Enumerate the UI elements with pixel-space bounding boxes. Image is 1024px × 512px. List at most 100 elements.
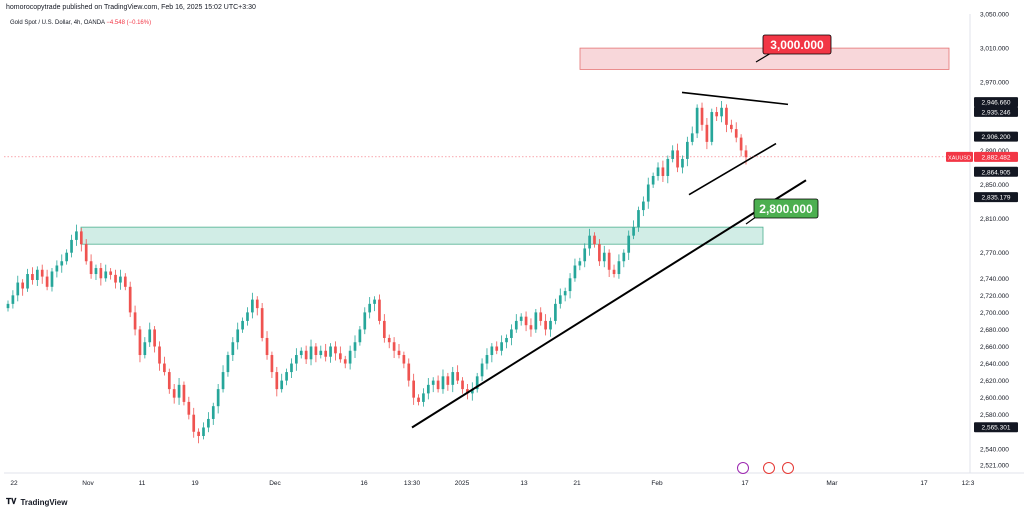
candle-body xyxy=(123,276,127,287)
candle-body xyxy=(720,107,723,117)
support-label-box xyxy=(753,198,819,219)
x-tick-label: Nov xyxy=(82,480,94,487)
x-tick-label: Mar xyxy=(826,480,838,487)
candle-body xyxy=(676,150,679,168)
y-tick-label: 2,540.000 xyxy=(980,446,1009,453)
candle-body xyxy=(197,431,200,437)
candle-body xyxy=(246,312,249,321)
resistance-label-box xyxy=(762,34,832,55)
candle-body xyxy=(16,282,20,296)
candle-body xyxy=(192,414,196,432)
candle-body xyxy=(715,112,719,117)
candle-body xyxy=(514,320,518,330)
candle-body xyxy=(309,346,313,360)
price-tag xyxy=(974,422,1018,433)
candle-body xyxy=(656,167,660,176)
candle-body xyxy=(617,261,621,275)
candle-body xyxy=(6,303,10,309)
candle-body xyxy=(505,337,508,343)
candle-body xyxy=(519,316,523,321)
candle-body xyxy=(45,276,49,287)
candle-body xyxy=(554,303,557,321)
candle-body xyxy=(558,295,562,304)
candle-body xyxy=(26,274,29,289)
candle-body xyxy=(35,269,39,280)
price-tag-label: 2,935.246 xyxy=(982,109,1011,116)
x-tick-label: 16 xyxy=(360,480,368,487)
candle-body xyxy=(172,389,176,398)
candle-body xyxy=(666,158,670,176)
candle-body xyxy=(612,269,616,275)
candle-body xyxy=(402,355,406,364)
y-tick-label: 2,680.000 xyxy=(980,327,1009,334)
candle-body xyxy=(163,363,166,373)
candle-body xyxy=(255,299,259,309)
candle-body xyxy=(319,350,323,356)
candle-body xyxy=(339,353,342,360)
x-tick-label: Feb xyxy=(651,480,663,487)
candle-body xyxy=(99,268,103,279)
resistance-label: 3,000.000 xyxy=(770,38,824,52)
candle-body xyxy=(187,401,191,415)
x-tick-label: 13 xyxy=(520,480,528,487)
current-price-label: 2,882.482 xyxy=(982,154,1011,161)
candle-body xyxy=(241,320,244,330)
candle-body xyxy=(500,342,503,351)
candle-body xyxy=(524,316,528,326)
candle-body xyxy=(475,376,479,390)
brand-label: TradingView xyxy=(20,497,68,507)
news-flag-icon[interactable] xyxy=(763,462,775,474)
candle-body xyxy=(598,244,601,262)
candle-body xyxy=(446,376,450,385)
price-change: −4.548 (−0.16%) xyxy=(106,20,152,26)
symbol-tag-label: XAUUSD xyxy=(948,155,971,161)
candle-body xyxy=(50,271,54,287)
candle-body xyxy=(109,271,112,275)
candle-body xyxy=(211,406,215,419)
candle-body xyxy=(314,346,318,356)
published-caption: homorocopytrade published on TradingView… xyxy=(6,4,256,11)
candle-body xyxy=(646,184,650,202)
candle-body xyxy=(221,372,225,390)
y-tick-label: 3,050.000 xyxy=(980,12,1009,19)
candle-body xyxy=(412,380,415,398)
candle-body xyxy=(75,231,78,240)
price-tag-label: 2,835.179 xyxy=(982,195,1011,202)
x-tick-label: Dec xyxy=(269,480,281,487)
candle-body xyxy=(265,337,269,356)
symbol-title: Gold Spot / U.S. Dollar, 4h, OANDA xyxy=(10,20,105,26)
candle-body xyxy=(417,397,420,402)
candle-body xyxy=(348,350,352,364)
candle-body xyxy=(426,384,430,394)
candle-body xyxy=(690,133,694,142)
candle-body xyxy=(31,274,34,280)
y-tick-label: 2,720.000 xyxy=(980,293,1009,300)
candle-body xyxy=(441,376,445,390)
candle-body xyxy=(84,244,88,262)
candle-body xyxy=(632,227,635,236)
candle-body xyxy=(353,342,357,351)
candle-body xyxy=(729,124,733,130)
dividend-event-icon[interactable] xyxy=(737,462,749,474)
candle-body xyxy=(153,329,156,347)
candle-body xyxy=(275,372,279,390)
candle-body xyxy=(681,158,684,168)
candle-body xyxy=(290,363,293,373)
candle-body xyxy=(21,282,25,289)
symbol-tag xyxy=(946,151,973,162)
candle-body xyxy=(148,329,152,343)
candle-body xyxy=(407,363,411,381)
news-flag-icon[interactable] xyxy=(782,462,794,474)
candle-body xyxy=(734,129,738,138)
tradingview-footer[interactable]: 𝐓𝐕 TradingView xyxy=(6,497,67,507)
candle-body xyxy=(700,107,704,125)
candle-body xyxy=(138,329,142,356)
candle-body xyxy=(563,291,567,296)
x-tick-label: 17 xyxy=(920,480,928,487)
y-tick-label: 2,970.000 xyxy=(980,80,1009,87)
candle-body xyxy=(216,389,220,407)
candle-body xyxy=(79,231,83,245)
candle-body xyxy=(270,355,274,373)
candle-body xyxy=(461,380,464,390)
